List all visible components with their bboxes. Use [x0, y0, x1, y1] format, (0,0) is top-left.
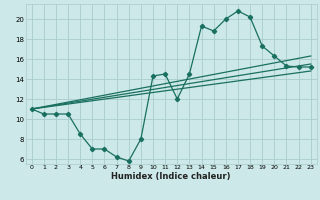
X-axis label: Humidex (Indice chaleur): Humidex (Indice chaleur)	[111, 172, 231, 181]
